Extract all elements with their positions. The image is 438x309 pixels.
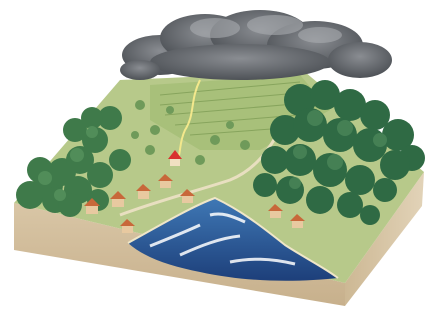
page: (() => { const data = JSON.parse(documen… [0,0,438,309]
landscape-illustration [0,0,438,309]
